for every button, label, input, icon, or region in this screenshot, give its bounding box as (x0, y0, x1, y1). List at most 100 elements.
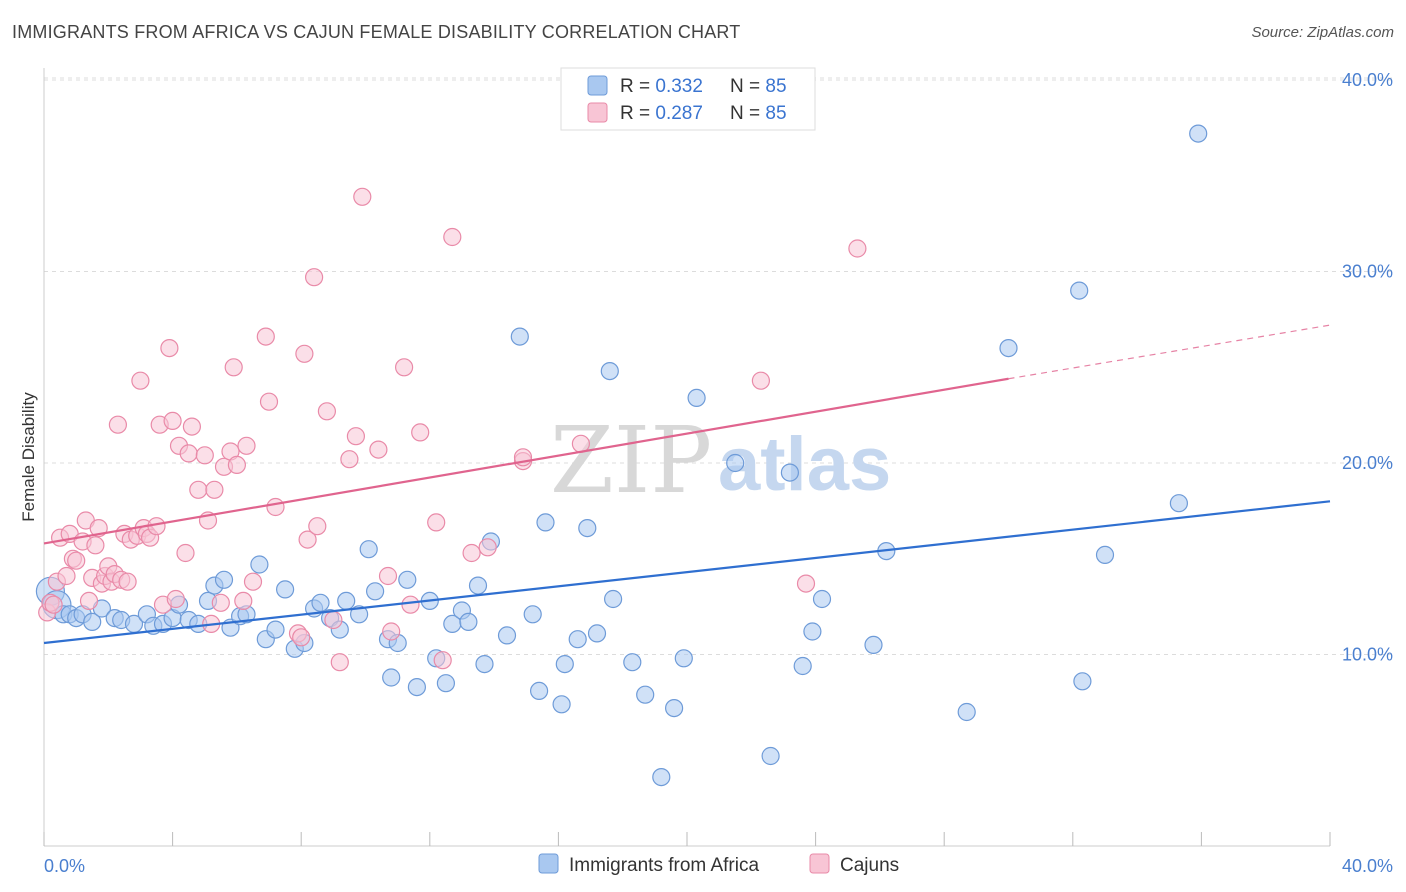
trend-line-extension (1008, 324, 1331, 380)
data-point (443, 227, 462, 247)
data-point (603, 589, 623, 609)
bottom-legend-swatch-cajuns (809, 853, 830, 874)
data-point (864, 635, 883, 655)
legend-n-label-2: N = (730, 103, 765, 124)
data-point (160, 339, 179, 358)
data-point (780, 463, 800, 482)
data-point (166, 589, 185, 609)
legend-r-label-1: R = (620, 76, 655, 97)
data-point (330, 653, 349, 672)
correlation-legend: R = 0.332 N = 85 R = 0.287 N = 85 (560, 67, 816, 131)
chart-title: IMMIGRANTS FROM AFRICA VS CAJUN FEMALE D… (12, 22, 741, 42)
data-point (340, 450, 359, 469)
data-point (664, 698, 684, 718)
data-point (468, 576, 488, 595)
data-point (568, 630, 587, 649)
data-point (1073, 672, 1092, 691)
data-point (195, 446, 214, 465)
x-axis-ticks (43, 832, 1331, 846)
data-point (578, 518, 597, 538)
data-point (462, 543, 481, 563)
data-point (211, 593, 230, 612)
data-point (999, 339, 1018, 358)
data-point (250, 555, 269, 574)
data-point (256, 327, 275, 346)
data-point (214, 570, 234, 589)
data-point (369, 440, 388, 459)
legend-swatch-cajuns (587, 102, 608, 123)
data-point (324, 610, 343, 630)
data-point (536, 513, 555, 532)
data-point (1169, 494, 1189, 513)
legend-r-label-2: R = (620, 103, 655, 124)
data-point (83, 612, 102, 632)
y-tick-label: 40.0% (1342, 70, 1393, 90)
data-point (382, 622, 401, 641)
y-tick-label: 30.0% (1342, 262, 1393, 282)
data-point (751, 371, 771, 390)
data-point (346, 427, 365, 446)
data-point (1070, 281, 1089, 300)
data-point (427, 513, 446, 532)
legend-n-value-2: 85 (765, 103, 786, 124)
bottom-legend-swatch-immigrants (538, 853, 559, 874)
data-point (57, 566, 76, 586)
bottom-legend-label-immigrants: Immigrants from Africa (569, 855, 759, 876)
data-point (793, 656, 812, 676)
legend-n-label-1: N = (730, 76, 765, 97)
data-point (317, 402, 336, 421)
data-point (555, 654, 574, 674)
data-point (1095, 545, 1115, 565)
data-point (436, 674, 455, 693)
legend-n-value-1: 85 (765, 76, 786, 97)
data-point (687, 388, 706, 407)
y-axis-tick-labels: 10.0% 20.0% 30.0% 40.0% (1342, 70, 1393, 665)
legend-r-value-2: 0.287 (655, 103, 703, 124)
data-point (108, 415, 128, 434)
bottom-legend-label-cajuns: Cajuns (840, 855, 899, 876)
data-point (224, 358, 243, 377)
legend-row-2-n: N = 85 (730, 103, 787, 124)
data-point (308, 517, 327, 536)
data-point (652, 767, 671, 787)
data-point (67, 551, 86, 570)
x-tick-label-min: 0.0% (44, 856, 85, 876)
data-point (726, 453, 745, 473)
watermark: ZIP atlas (550, 407, 891, 514)
data-point (305, 268, 324, 287)
data-point (475, 654, 494, 674)
data-point (433, 651, 452, 670)
data-point (131, 371, 150, 390)
data-point (957, 702, 976, 722)
legend-r-value-1: 0.332 (655, 76, 703, 97)
data-point (163, 411, 182, 430)
data-point (298, 530, 317, 549)
data-point (234, 591, 253, 611)
data-point (478, 538, 497, 557)
y-tick-label: 10.0% (1342, 645, 1393, 665)
data-point (259, 392, 279, 411)
data-point (378, 566, 398, 586)
data-point (205, 480, 224, 499)
data-point (459, 612, 478, 632)
data-point (812, 589, 832, 609)
data-point (636, 685, 655, 704)
data-point (292, 628, 311, 647)
legend-row-2: R = 0.287 (620, 103, 703, 124)
data-point (623, 653, 642, 672)
data-point (552, 695, 571, 714)
data-point (510, 327, 529, 346)
data-point (189, 480, 208, 499)
trend-lines (43, 324, 1331, 645)
trend-line (43, 377, 1009, 545)
watermark-atlas: atlas (718, 422, 891, 507)
trend-line (43, 500, 1331, 645)
data-point (359, 540, 378, 559)
data-point (295, 344, 314, 363)
data-point (350, 605, 369, 624)
data-point (1189, 124, 1208, 143)
watermark-zip: ZIP (550, 407, 712, 514)
y-axis-title: Female Disability (19, 392, 38, 522)
legend-row-1: R = 0.332 (620, 76, 703, 97)
